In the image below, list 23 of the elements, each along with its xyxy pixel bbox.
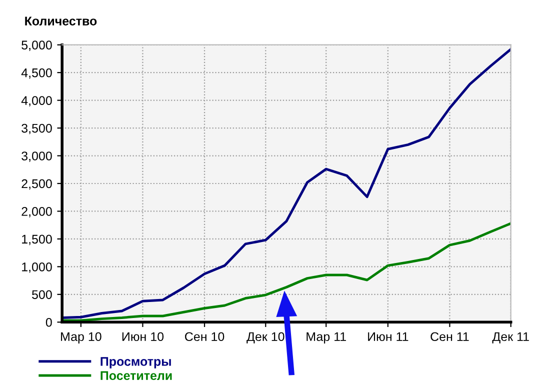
y-tick-label: 4,000 bbox=[21, 96, 52, 106]
x-tick-label: Дек 10 bbox=[246, 332, 284, 344]
legend-label: Посетители bbox=[100, 371, 172, 380]
x-tick-label: Июн 11 bbox=[368, 332, 408, 342]
y-axis-title: Количество bbox=[25, 16, 97, 26]
x-tick-label: Дек 11 bbox=[492, 332, 529, 344]
y-tick-label: 2,000 bbox=[22, 207, 52, 218]
x-tick-label: Мар 11 bbox=[306, 332, 346, 344]
y-tick-label: 3,000 bbox=[22, 152, 52, 162]
y-tick-label: 1,500 bbox=[22, 234, 52, 246]
x-tick-label: Мар 10 bbox=[61, 332, 102, 344]
y-tick-label: 1,000 bbox=[22, 262, 52, 273]
y-tick-label: 0 bbox=[46, 318, 52, 327]
x-tick-label: Сен 11 bbox=[430, 332, 469, 342]
line-series bbox=[62, 48, 511, 319]
y-tick-label: 500 bbox=[32, 290, 52, 300]
y-tick-label: 3,500 bbox=[22, 124, 52, 134]
y-tick-label: 5,000 bbox=[22, 40, 52, 51]
y-tick-label: 2,500 bbox=[22, 179, 52, 190]
x-tick-label: Сен 10 bbox=[185, 332, 224, 342]
x-tick-label: Июн 10 bbox=[122, 332, 164, 342]
legend-label: Просмотры bbox=[100, 357, 171, 368]
y-tick-label: 4,500 bbox=[21, 68, 52, 79]
